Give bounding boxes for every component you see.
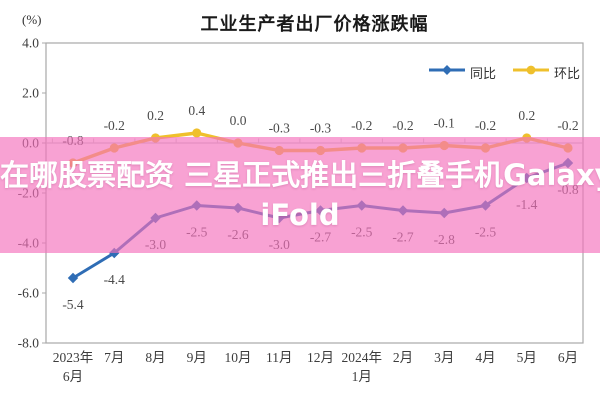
svg-text:10月: 10月 xyxy=(225,350,252,365)
svg-text:6月: 6月 xyxy=(558,350,578,365)
legend-item-yoy[interactable]: 同比 xyxy=(428,63,496,82)
svg-text:3月: 3月 xyxy=(434,350,454,365)
legend-item-mom[interactable]: 环比 xyxy=(512,63,580,82)
svg-text:-0.2: -0.2 xyxy=(392,118,413,133)
svg-text:6月: 6月 xyxy=(63,369,83,384)
svg-text:-5.4: -5.4 xyxy=(62,297,84,312)
svg-text:0.0: 0.0 xyxy=(230,113,247,128)
legend-label-mom: 环比 xyxy=(554,66,581,81)
svg-text:-0.1: -0.1 xyxy=(434,116,455,131)
svg-text:2月: 2月 xyxy=(393,350,413,365)
overlay-text-line-2: iFold xyxy=(260,198,340,232)
svg-text:-4.4: -4.4 xyxy=(104,272,126,287)
svg-text:1月: 1月 xyxy=(352,369,372,384)
svg-text:5月: 5月 xyxy=(517,350,537,365)
svg-text:2024年: 2024年 xyxy=(342,350,383,365)
y-axis-unit-label: (%) xyxy=(22,12,42,27)
overlay-text-line-1: 在哪股票配资 三星正式推出三折叠手机Galaxy Z Tr xyxy=(0,158,600,192)
svg-text:-0.2: -0.2 xyxy=(557,118,578,133)
svg-text:8月: 8月 xyxy=(145,350,165,365)
chart-title: 工业生产者出厂价格涨跌幅 xyxy=(200,14,429,34)
svg-text:-0.2: -0.2 xyxy=(104,118,125,133)
svg-text:2023年: 2023年 xyxy=(53,350,94,365)
svg-text:-0.2: -0.2 xyxy=(475,118,496,133)
mom-line-marker-icon xyxy=(512,63,550,82)
chart-legend: 同比 环比 xyxy=(428,63,580,82)
svg-text:12月: 12月 xyxy=(307,350,334,365)
svg-text:0.4: 0.4 xyxy=(188,103,205,118)
svg-text:2.0: 2.0 xyxy=(22,86,39,101)
yoy-line-marker-icon xyxy=(428,63,466,82)
overlay-ad-banner: 在哪股票配资 三星正式推出三折叠手机Galaxy Z Tr iFold xyxy=(0,137,600,253)
svg-text:4.0: 4.0 xyxy=(22,36,39,51)
svg-text:4月: 4月 xyxy=(475,350,495,365)
svg-text:0.2: 0.2 xyxy=(518,108,535,123)
svg-text:7月: 7月 xyxy=(104,350,124,365)
svg-text:-0.3: -0.3 xyxy=(269,121,291,136)
svg-text:-8.0: -8.0 xyxy=(18,336,40,351)
svg-text:-6.0: -6.0 xyxy=(18,286,40,301)
legend-label-yoy: 同比 xyxy=(470,66,497,81)
svg-text:9月: 9月 xyxy=(187,350,207,365)
svg-text:11月: 11月 xyxy=(266,350,293,365)
svg-text:0.2: 0.2 xyxy=(147,108,164,123)
svg-text:-0.3: -0.3 xyxy=(310,121,332,136)
svg-text:-0.2: -0.2 xyxy=(351,118,372,133)
